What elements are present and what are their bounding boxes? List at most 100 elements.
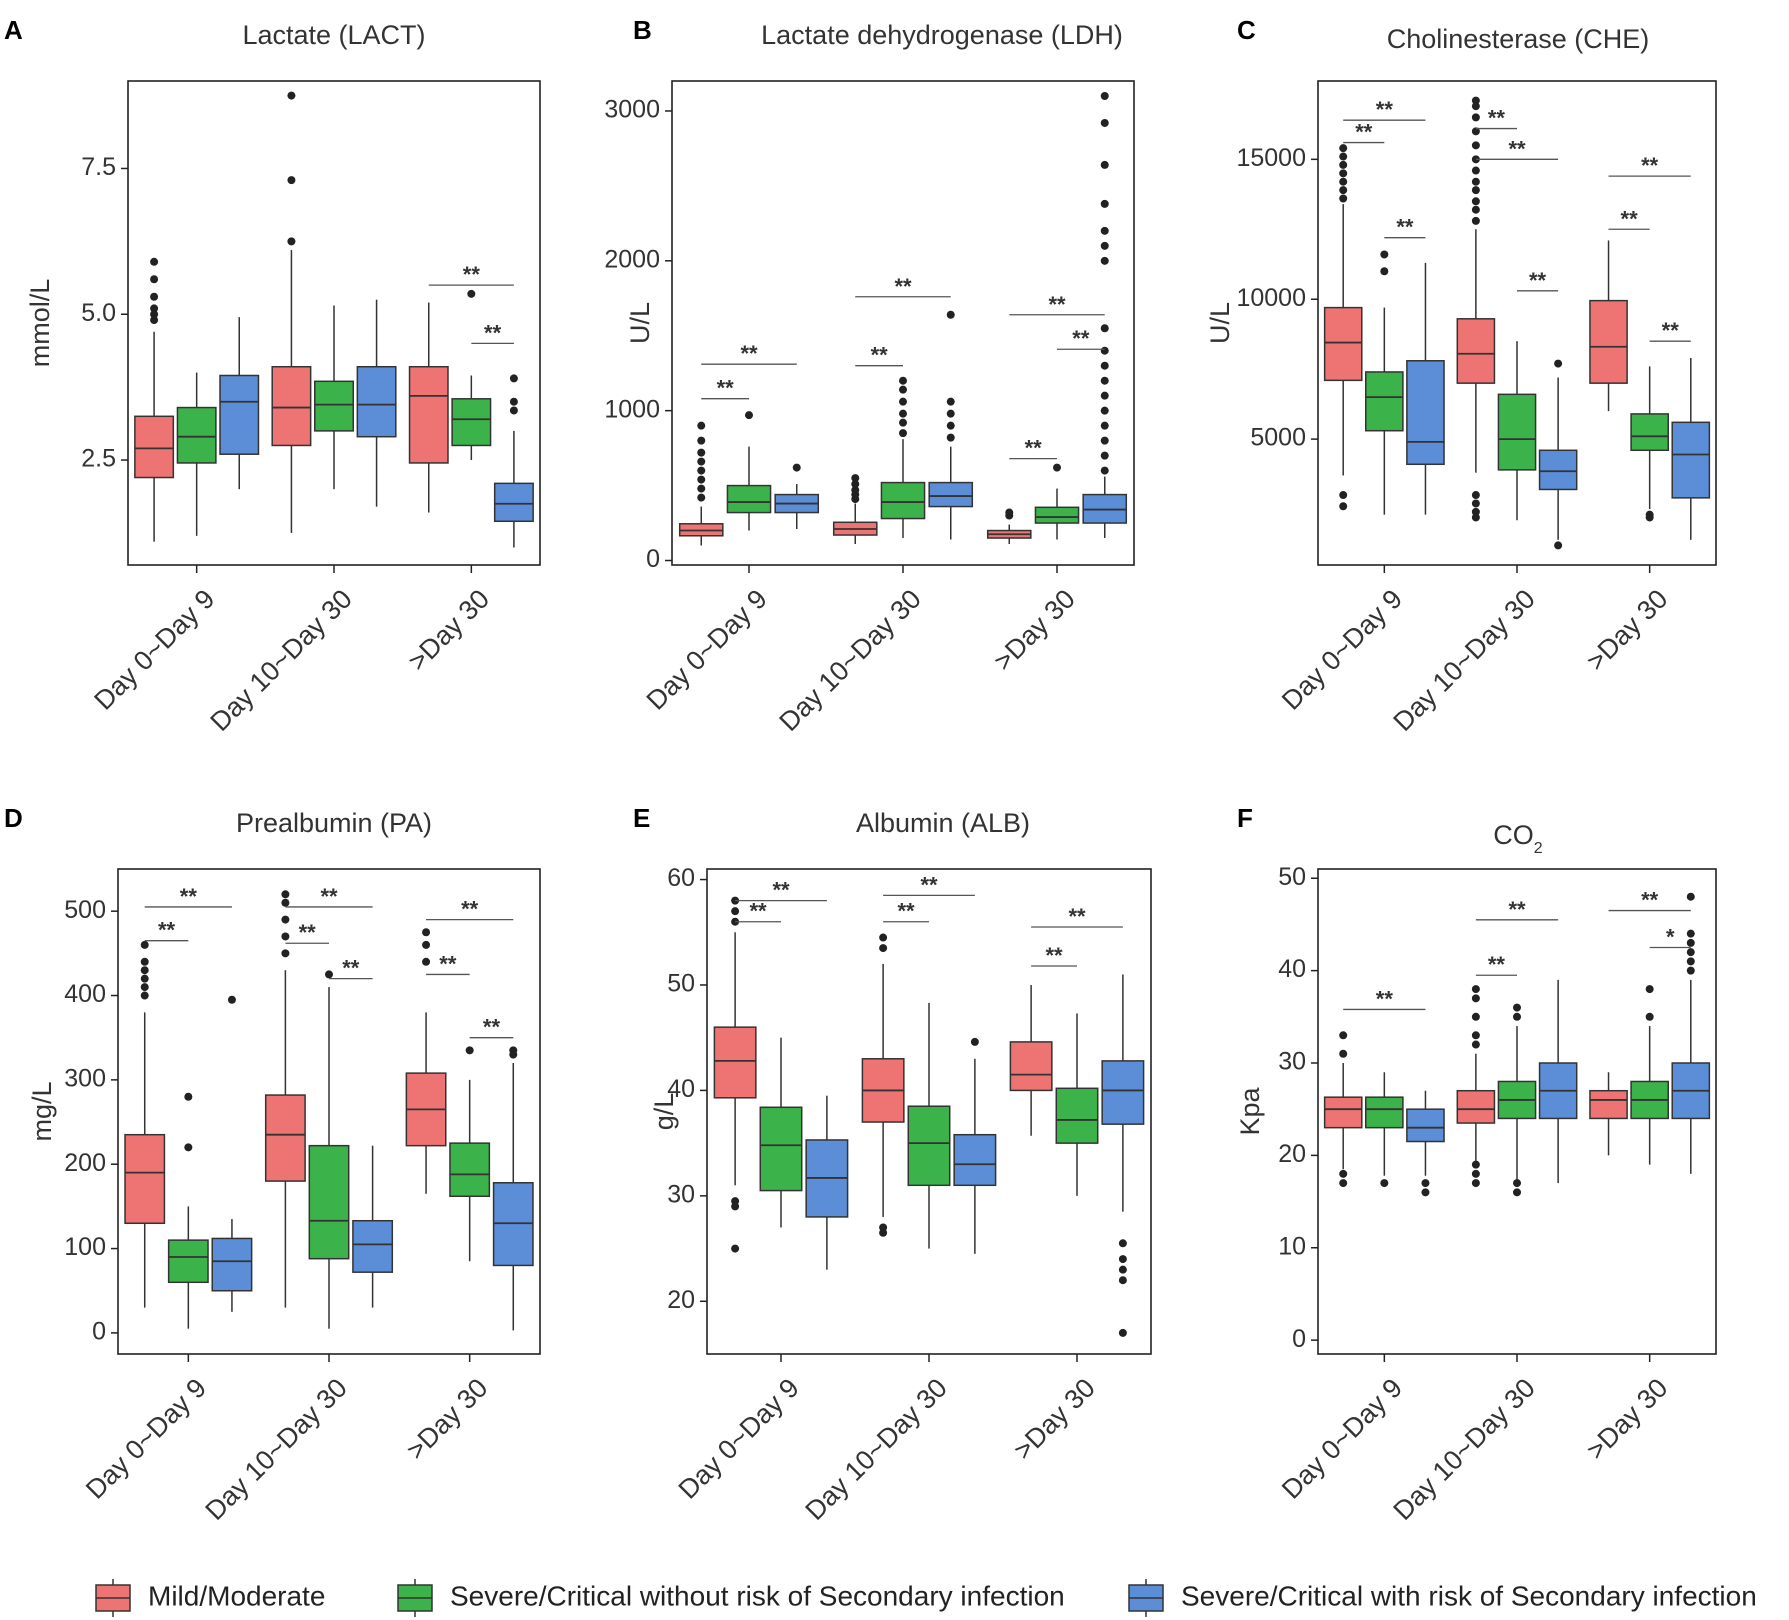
significance-annotation: ** bbox=[471, 320, 514, 345]
outlier-point bbox=[1339, 177, 1348, 186]
outlier-point bbox=[731, 1197, 740, 1206]
outlier-point bbox=[879, 1223, 888, 1232]
outlier-point bbox=[422, 940, 431, 949]
outlier-point bbox=[281, 890, 290, 899]
box-severe-no-risk bbox=[1034, 463, 1080, 540]
x-tick-label: >Day 30 bbox=[1581, 1373, 1674, 1466]
panel-title: Lactate (LACT) bbox=[242, 20, 425, 50]
outlier-point bbox=[1118, 1328, 1127, 1337]
box-body bbox=[1406, 360, 1445, 466]
box-severe-no-risk bbox=[451, 289, 492, 461]
outlier-point bbox=[697, 448, 706, 457]
outlier-point bbox=[697, 484, 706, 493]
outlier-point bbox=[509, 1046, 518, 1055]
outlier-point bbox=[1471, 491, 1480, 500]
box-mild bbox=[408, 302, 449, 513]
box-mild bbox=[124, 940, 166, 1308]
y-tick-label: 2.5 bbox=[81, 445, 116, 473]
outlier-point bbox=[1471, 96, 1480, 105]
significance-annotation: ** bbox=[735, 899, 781, 924]
significance-annotation: ** bbox=[883, 872, 975, 897]
box-body bbox=[1456, 318, 1496, 384]
outlier-point bbox=[1686, 957, 1695, 966]
x-tick-label: Day 10~Day 30 bbox=[1387, 1373, 1540, 1526]
outlier-point bbox=[1100, 376, 1109, 385]
significance-stars: ** bbox=[461, 897, 479, 922]
panel-title: Cholinesterase (CHE) bbox=[1387, 24, 1650, 54]
outlier-point bbox=[150, 292, 159, 301]
box-severe-risk bbox=[356, 299, 397, 507]
outlier-point bbox=[1471, 186, 1480, 195]
significance-annotation: ** bbox=[1343, 986, 1426, 1011]
outlier-point bbox=[140, 974, 149, 983]
outlier-point bbox=[1053, 463, 1061, 472]
significance-stars: ** bbox=[897, 899, 915, 924]
y-tick-label: 3000 bbox=[604, 96, 660, 124]
box-body bbox=[1456, 1089, 1496, 1124]
box-severe-no-risk bbox=[1365, 1072, 1404, 1188]
outlier-point bbox=[1100, 91, 1109, 100]
outlier-point bbox=[1471, 205, 1480, 214]
significance-stars: ** bbox=[299, 920, 317, 945]
outlier-point bbox=[1471, 994, 1480, 1003]
outlier-point bbox=[140, 983, 149, 992]
outlier-point bbox=[1339, 491, 1348, 500]
outlier-point bbox=[509, 406, 518, 415]
significance-stars: ** bbox=[320, 884, 338, 909]
box-severe-no-risk bbox=[1497, 341, 1537, 521]
box-body bbox=[1034, 506, 1080, 524]
box-mild bbox=[134, 257, 175, 542]
x-tick-label: Day 0~Day 9 bbox=[1276, 1373, 1408, 1505]
box-body bbox=[356, 365, 397, 438]
outlier-point bbox=[1645, 985, 1654, 994]
box-mild bbox=[1323, 1031, 1363, 1188]
box-mild bbox=[1589, 1072, 1628, 1156]
outlier-point bbox=[879, 944, 888, 953]
box-mild bbox=[1456, 96, 1496, 522]
outlier-point bbox=[227, 995, 236, 1004]
outlier-point bbox=[899, 385, 907, 394]
significance-stars: ** bbox=[772, 878, 790, 903]
outlier-point bbox=[1471, 127, 1480, 136]
box-body bbox=[1323, 1096, 1363, 1129]
outlier-point bbox=[745, 411, 753, 420]
x-tick-label: Day 10~Day 30 bbox=[773, 584, 926, 737]
significance-annotation: ** bbox=[1343, 97, 1426, 122]
outlier-point bbox=[1339, 186, 1348, 195]
significance-annotation: ** bbox=[426, 897, 514, 922]
outlier-point bbox=[697, 493, 706, 502]
y-tick-label: 50 bbox=[667, 970, 695, 998]
x-tick-label: Day 0~Day 9 bbox=[80, 1373, 212, 1505]
box-severe-risk bbox=[774, 463, 820, 530]
box-body bbox=[124, 1133, 166, 1225]
significance-annotation: ** bbox=[701, 341, 797, 366]
y-axis-label: Kpa bbox=[1235, 1086, 1265, 1135]
outlier-point bbox=[1118, 1239, 1127, 1248]
significance-annotation: ** bbox=[855, 274, 951, 299]
significance-stars: ** bbox=[1396, 215, 1414, 240]
y-tick-label: 5000 bbox=[1250, 424, 1306, 452]
box-body bbox=[134, 415, 175, 479]
x-tick-label: Day 10~Day 30 bbox=[199, 1373, 352, 1526]
outlier-point bbox=[1471, 216, 1480, 225]
box-severe-risk bbox=[1082, 91, 1128, 539]
box-severe-risk bbox=[219, 317, 260, 490]
box-body bbox=[928, 481, 974, 508]
box-body bbox=[449, 1142, 491, 1198]
x-tick-label: >Day 30 bbox=[1581, 584, 1674, 677]
outlier-point bbox=[946, 409, 955, 418]
significance-stars: ** bbox=[717, 376, 735, 401]
outlier-point bbox=[509, 374, 518, 383]
box-severe-risk bbox=[1538, 979, 1578, 1184]
box-severe-risk bbox=[493, 374, 534, 548]
outlier-point bbox=[946, 421, 955, 430]
box-body bbox=[264, 1094, 306, 1182]
box-body bbox=[1589, 299, 1628, 384]
outlier-point bbox=[465, 1046, 474, 1055]
x-tick-label: >Day 30 bbox=[988, 584, 1081, 677]
legend-item: Severe/Critical without risk of Secondar… bbox=[397, 1579, 1065, 1617]
significance-annotation: ** bbox=[701, 376, 749, 401]
significance-stars: ** bbox=[1048, 292, 1066, 317]
legend-label: Severe/Critical without risk of Secondar… bbox=[450, 1580, 1065, 1611]
outlier-point bbox=[1645, 513, 1654, 522]
